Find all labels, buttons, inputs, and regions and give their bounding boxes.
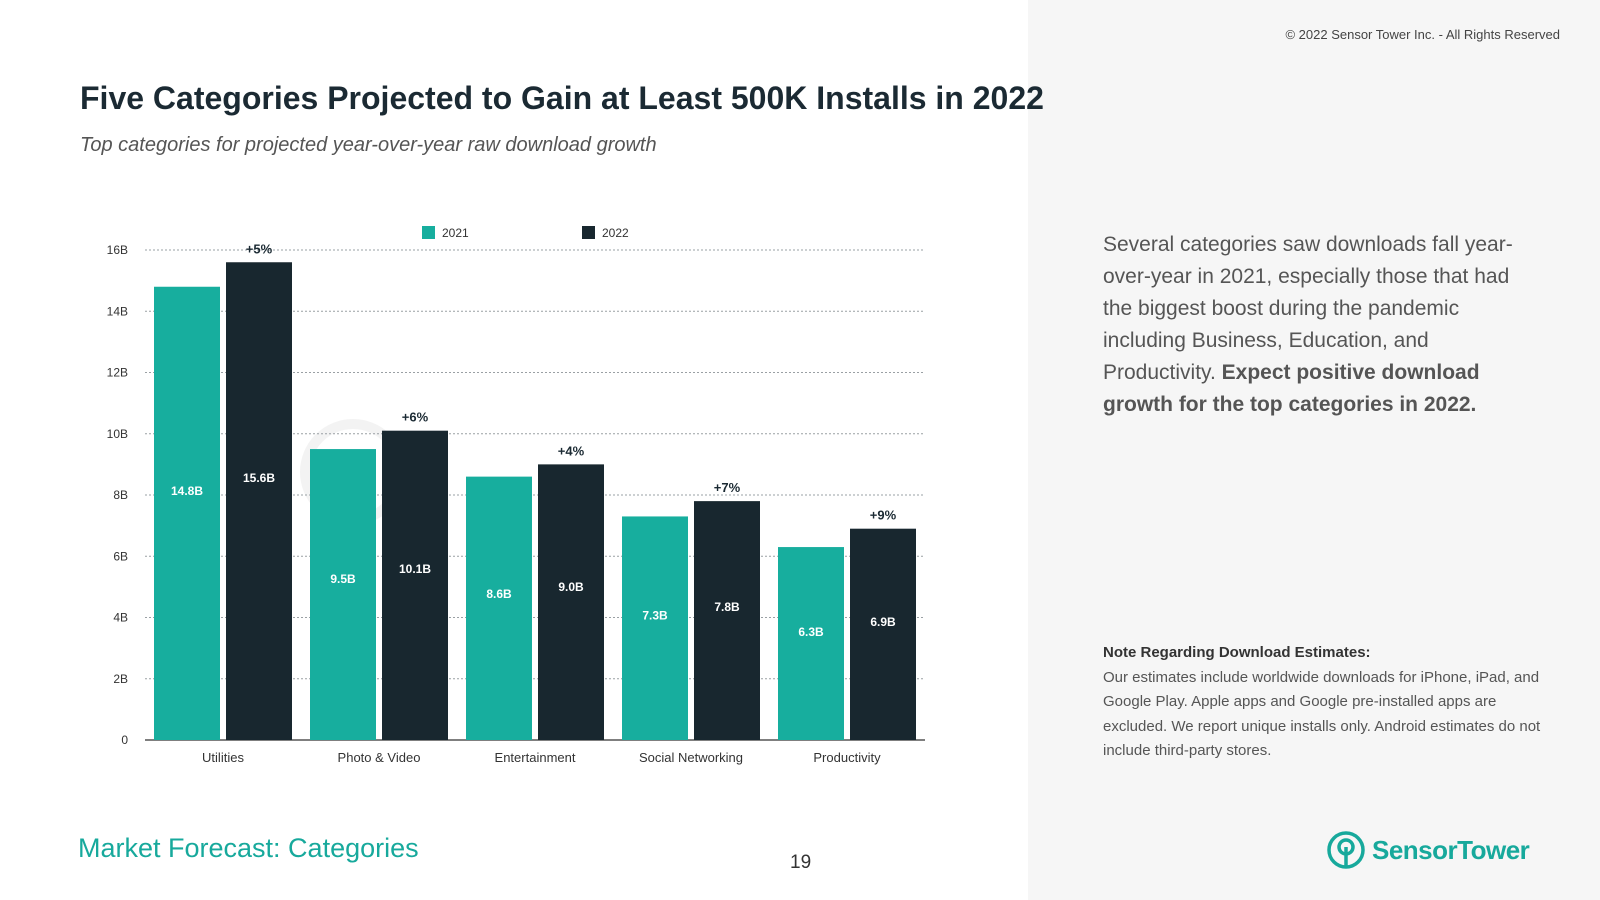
y-tick-label: 14B <box>107 304 128 318</box>
y-tick-label: 6B <box>113 549 128 563</box>
section-label: Market Forecast: Categories <box>78 833 419 863</box>
side-panel <box>1028 0 1600 900</box>
y-tick-label: 10B <box>107 427 128 441</box>
y-tick-label: 12B <box>107 366 128 380</box>
x-category-label: Utilities <box>202 750 244 765</box>
copyright-notice: © 2022 Sensor Tower Inc. - All Rights Re… <box>1285 27 1560 42</box>
bar-2021-3 <box>622 516 688 740</box>
bar-value-label: 15.6B <box>243 471 275 485</box>
summary-bold: Expect positive download growth for the … <box>1103 361 1480 416</box>
y-tick-label: 2B <box>113 672 128 686</box>
x-category-label: Photo & Video <box>338 750 421 765</box>
bar-2022-1 <box>382 430 448 740</box>
legend-swatch-2021 <box>422 226 435 239</box>
note-box: Note Regarding Download Estimates: Our e… <box>1103 641 1553 764</box>
bar-value-label: 10.1B <box>399 562 431 576</box>
growth-label: +6% <box>402 410 429 425</box>
bar-value-label: 14.8B <box>171 484 203 498</box>
bar-value-label: 7.3B <box>642 608 668 622</box>
legend-label-2021: 2021 <box>442 226 469 240</box>
bar-value-label: 7.8B <box>714 600 740 614</box>
page-subtitle: Top categories for projected year-over-y… <box>80 134 657 156</box>
legend-swatch-2022 <box>582 226 595 239</box>
bar-2022-0 <box>226 262 292 740</box>
note-body: Our estimates include worldwide download… <box>1103 668 1541 760</box>
bar-value-label: 9.0B <box>558 580 584 594</box>
sensor-tower-logo-icon <box>1327 831 1365 869</box>
bar-2021-4 <box>778 547 844 740</box>
x-category-label: Productivity <box>813 750 881 765</box>
bar-value-label: 6.9B <box>870 615 896 629</box>
page-title: Five Categories Projected to Gain at Lea… <box>80 80 1044 116</box>
bar-2021-1 <box>310 449 376 740</box>
y-tick-label: 0 <box>121 733 128 747</box>
y-tick-label: 4B <box>113 611 128 625</box>
growth-label: +4% <box>558 443 585 458</box>
brand-name: SensorTower <box>1372 834 1530 865</box>
growth-label: +5% <box>246 241 273 256</box>
x-category-label: Social Networking <box>639 750 743 765</box>
brand-logo: SensorTower <box>1326 830 1530 870</box>
legend-label-2022: 2022 <box>602 226 629 240</box>
bar-value-label: 6.3B <box>798 625 824 639</box>
bar-2022-3 <box>694 501 760 740</box>
bar-2021-0 <box>154 286 220 740</box>
summary-text: Several categories saw downloads fall ye… <box>1103 229 1523 421</box>
y-tick-label: 16B <box>107 243 128 257</box>
page-number: 19 <box>790 852 812 873</box>
x-category-label: Entertainment <box>495 750 576 765</box>
bar-2021-2 <box>466 476 532 740</box>
growth-label: +7% <box>714 480 741 495</box>
bar-2022-2 <box>538 464 604 740</box>
note-heading: Note Regarding Download Estimates: <box>1103 644 1371 661</box>
bar-value-label: 8.6B <box>486 587 512 601</box>
summary-plain: Several categories saw downloads fall ye… <box>1103 233 1513 384</box>
growth-label: +9% <box>870 508 897 523</box>
bar-chart: 0 2B 4B 6B 8B 10B 12B 14B 16B 2021 2022 14.8B 15.6B +… <box>107 226 925 765</box>
bar-2022-4 <box>850 528 916 740</box>
y-tick-label: 8B <box>113 488 128 502</box>
bar-value-label: 9.5B <box>330 572 356 586</box>
